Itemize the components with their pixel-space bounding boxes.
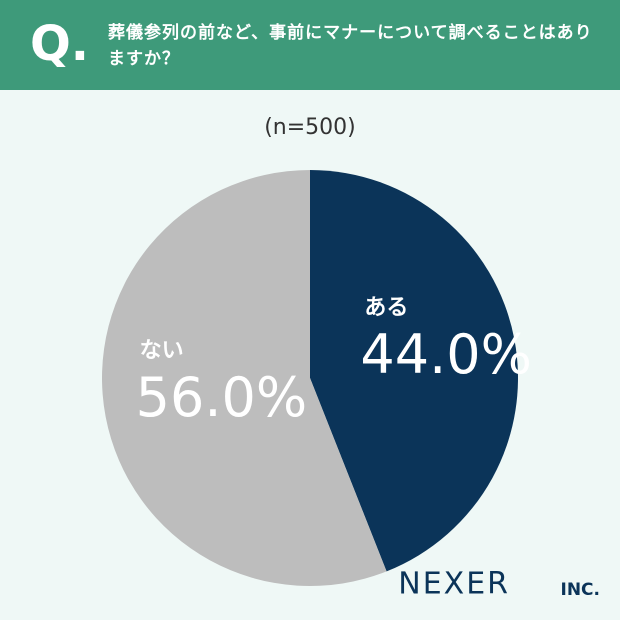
slice-value-label: 44.0% [360,323,532,386]
slice-category-label: ない [140,338,184,363]
question-marker: Q. [30,16,90,72]
brand-suffix: INC. [561,580,601,600]
chart-subtitle: (n=500) [264,115,356,140]
pie-slice [310,170,519,572]
slice-value-label: 56.0% [136,366,308,429]
chart-title: 葬儀参列の前など、事前にマナーについて調べることはありますか？ [108,23,593,69]
header: Q. 葬儀参列の前など、事前にマナーについて調べることはありますか？ [0,0,620,90]
pie-slice [102,170,387,586]
brand: NEXER [398,567,510,602]
slice-category-label: ある [364,296,408,321]
